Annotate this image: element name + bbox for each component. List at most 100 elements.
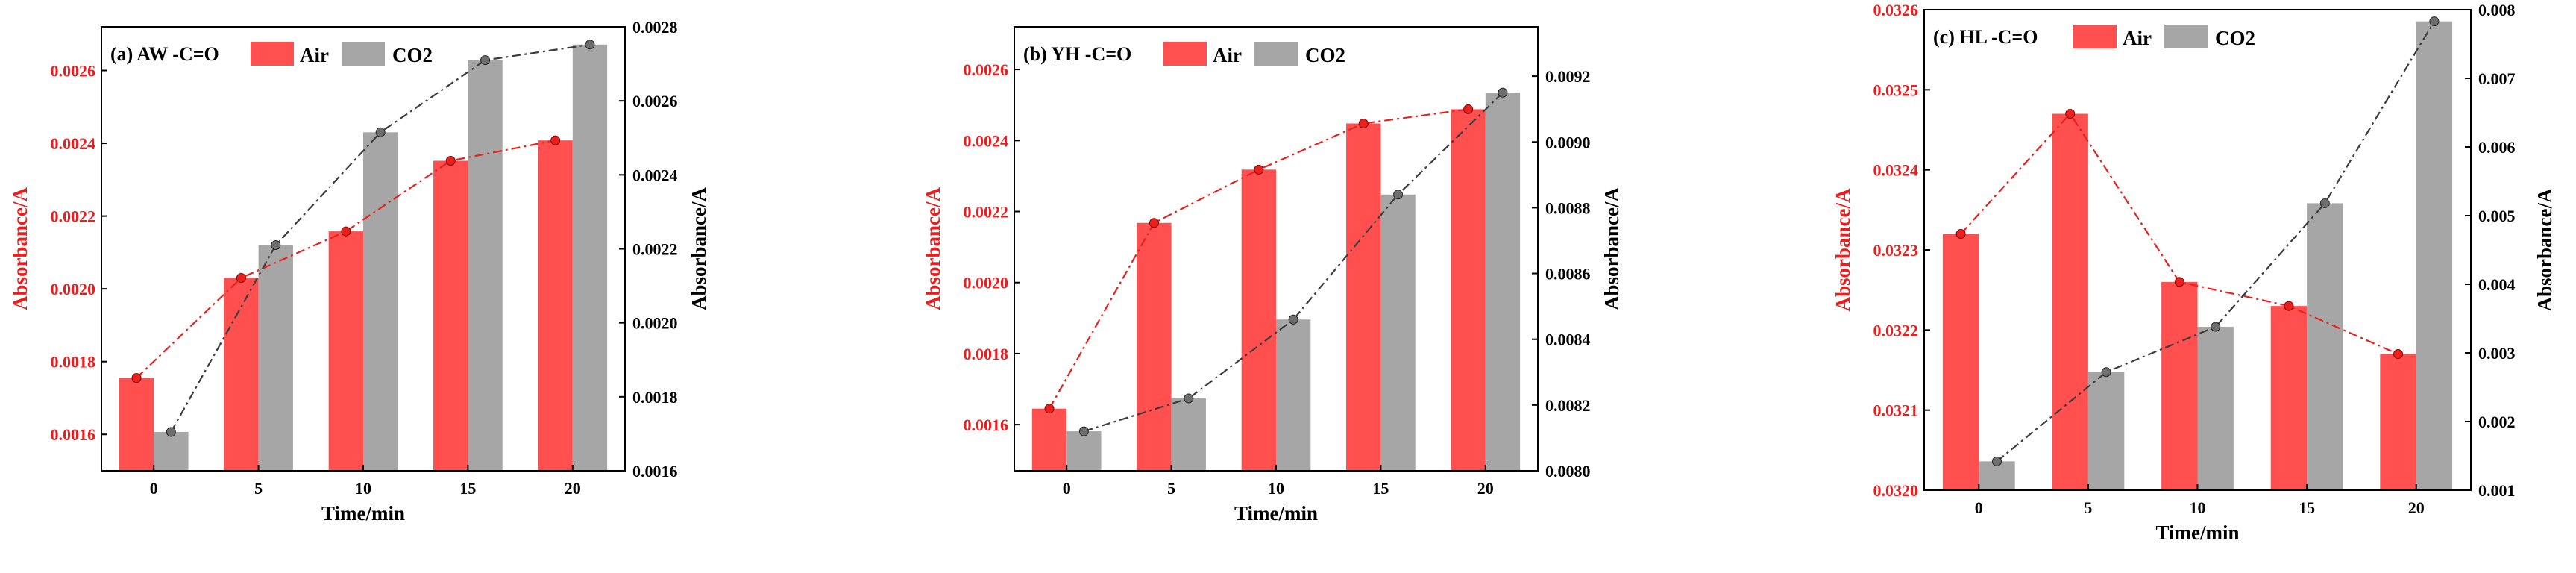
line-co2 (1084, 92, 1504, 433)
bar-air-10 (328, 231, 363, 471)
right-tick-label: 0.0082 (1545, 396, 1591, 415)
x-tick-label: 15 (459, 479, 476, 498)
right-tick-label: 0.004 (2478, 275, 2516, 294)
point-co2-5 (2101, 367, 2111, 378)
legend-swatch-co2 (342, 42, 385, 66)
point-co2-20 (585, 40, 595, 50)
bar-co2-5 (258, 245, 293, 471)
left-tick-label: 0.0022 (51, 207, 96, 226)
y-axis-title-right: Absorbance/A (1600, 187, 1623, 311)
panel-2: 0.00160.00180.00200.00220.00240.00260.00… (922, 26, 1623, 525)
point-co2-15 (2319, 198, 2330, 208)
point-co2-20 (2429, 16, 2440, 27)
bar-co2-15 (1380, 194, 1416, 471)
left-tick-label: 0.0016 (964, 416, 1009, 434)
trend-lines (131, 40, 595, 437)
left-tick-label: 0.0322 (1873, 321, 1919, 339)
bar-co2-20 (572, 44, 608, 472)
panel-title: (a) AW -C=O (110, 43, 219, 65)
y-axis-title-left: Absorbance/A (1832, 188, 1854, 312)
left-tick-label: 0.0026 (51, 62, 96, 81)
right-tick-label: 0.002 (2478, 413, 2516, 431)
bar-air-15 (2270, 306, 2308, 490)
point-air-0 (131, 373, 142, 383)
left-tick-label: 0.0018 (964, 345, 1009, 363)
x-tick-label: 10 (1268, 479, 1284, 498)
x-tick-label: 20 (2408, 498, 2425, 517)
bar-co2-20 (1485, 93, 1521, 472)
point-air-20 (2393, 349, 2404, 360)
x-tick-label: 15 (2299, 498, 2315, 517)
y-axis-title-left: Absorbance/A (922, 187, 944, 311)
x-tick-label: 10 (355, 479, 371, 498)
left-tick-label: 0.0018 (51, 353, 96, 372)
right-tick-label: 0.006 (2478, 138, 2516, 157)
right-tick-label: 0.0084 (1545, 331, 1591, 349)
bar-co2-0 (1066, 431, 1102, 471)
point-air-20 (550, 135, 561, 145)
left-tick-label: 0.0320 (1873, 481, 1919, 500)
right-tick-label: 0.007 (2478, 69, 2516, 88)
right-tick-label: 0.0022 (632, 240, 678, 259)
point-air-10 (341, 226, 351, 237)
point-air-10 (1254, 164, 1264, 175)
bars (1031, 93, 1521, 472)
bar-air-0 (1031, 408, 1067, 471)
x-axis-title: Time/min (1234, 502, 1318, 525)
y-axis-title-right: Absorbance/A (2533, 188, 2556, 312)
right-axis: 0.0080 0.0082 0.0084 0.0086 0.0088 0.0090 0.00… (1532, 67, 1591, 480)
point-co2-0 (1991, 456, 2002, 466)
right-tick-label: 0.0080 (1545, 462, 1591, 480)
right-tick-label: 0.0086 (1545, 265, 1591, 284)
bars (119, 44, 608, 472)
bar-air-5 (2052, 113, 2088, 491)
bar-co2-5 (2087, 372, 2125, 490)
legend: Air CO2 (251, 42, 433, 66)
point-air-0 (1044, 404, 1055, 414)
legend-swatch-co2 (1254, 42, 1298, 66)
right-tick-label: 0.001 (2478, 481, 2516, 500)
panel-3: 0.0320 0.0321 0.0322 0.0323 0.0324 0.0325 0.03… (1832, 1, 2556, 544)
bar-air-5 (224, 278, 259, 471)
point-co2-0 (1078, 426, 1089, 436)
point-air-5 (1149, 218, 1159, 228)
bar-air-20 (1451, 109, 1486, 471)
legend-swatch-co2 (2164, 25, 2208, 48)
y-axis-title-right: Absorbance/A (688, 187, 710, 311)
left-tick-label: 0.0324 (1873, 161, 1919, 180)
panel-1: 0.00160.00180.00200.00220.00240.00260.00… (9, 18, 710, 525)
point-air-5 (2065, 109, 2076, 119)
point-co2-10 (2211, 322, 2221, 332)
right-tick-label: 0.0024 (632, 166, 678, 184)
left-tick-label: 0.0326 (1873, 1, 1919, 19)
x-tick-label: 15 (1372, 479, 1389, 498)
x-tick-label: 5 (254, 479, 263, 498)
legend-swatch-air (1163, 42, 1207, 66)
left-tick-label: 0.0321 (1873, 401, 1919, 420)
bar-air-10 (1241, 169, 1276, 472)
legend-swatch-air (251, 42, 294, 66)
right-tick-label: 0.0088 (1545, 198, 1591, 217)
x-axis: 0 5 10 15 20 (1063, 465, 1494, 498)
line-co2 (1996, 21, 2435, 463)
panel-title: (c) HL -C=O (1933, 26, 2038, 48)
bar-co2-15 (2307, 203, 2343, 490)
bar-air-20 (538, 140, 573, 471)
left-axis: 0.0016 0.0018 0.0020 0.0022 0.0024 0.0026 (964, 60, 1020, 434)
legend: Air CO2 (2073, 25, 2255, 49)
right-tick-label: 0.0028 (632, 18, 678, 37)
x-axis: 0 5 10 15 20 (1975, 484, 2425, 517)
right-tick-label: 0.0018 (632, 388, 678, 407)
x-tick-label: 5 (2084, 498, 2092, 517)
point-air-15 (1358, 118, 1369, 128)
bar-air-0 (1942, 234, 1979, 490)
legend-label-air: Air (300, 44, 329, 66)
right-tick-label: 0.0092 (1545, 67, 1591, 86)
point-air-15 (2284, 301, 2294, 311)
x-tick-label: 0 (1063, 479, 1071, 498)
legend-label-air: Air (2123, 27, 2152, 49)
x-tick-label: 0 (150, 479, 158, 498)
bar-air-15 (433, 160, 468, 471)
bars (1942, 21, 2453, 491)
line-air (136, 140, 556, 379)
